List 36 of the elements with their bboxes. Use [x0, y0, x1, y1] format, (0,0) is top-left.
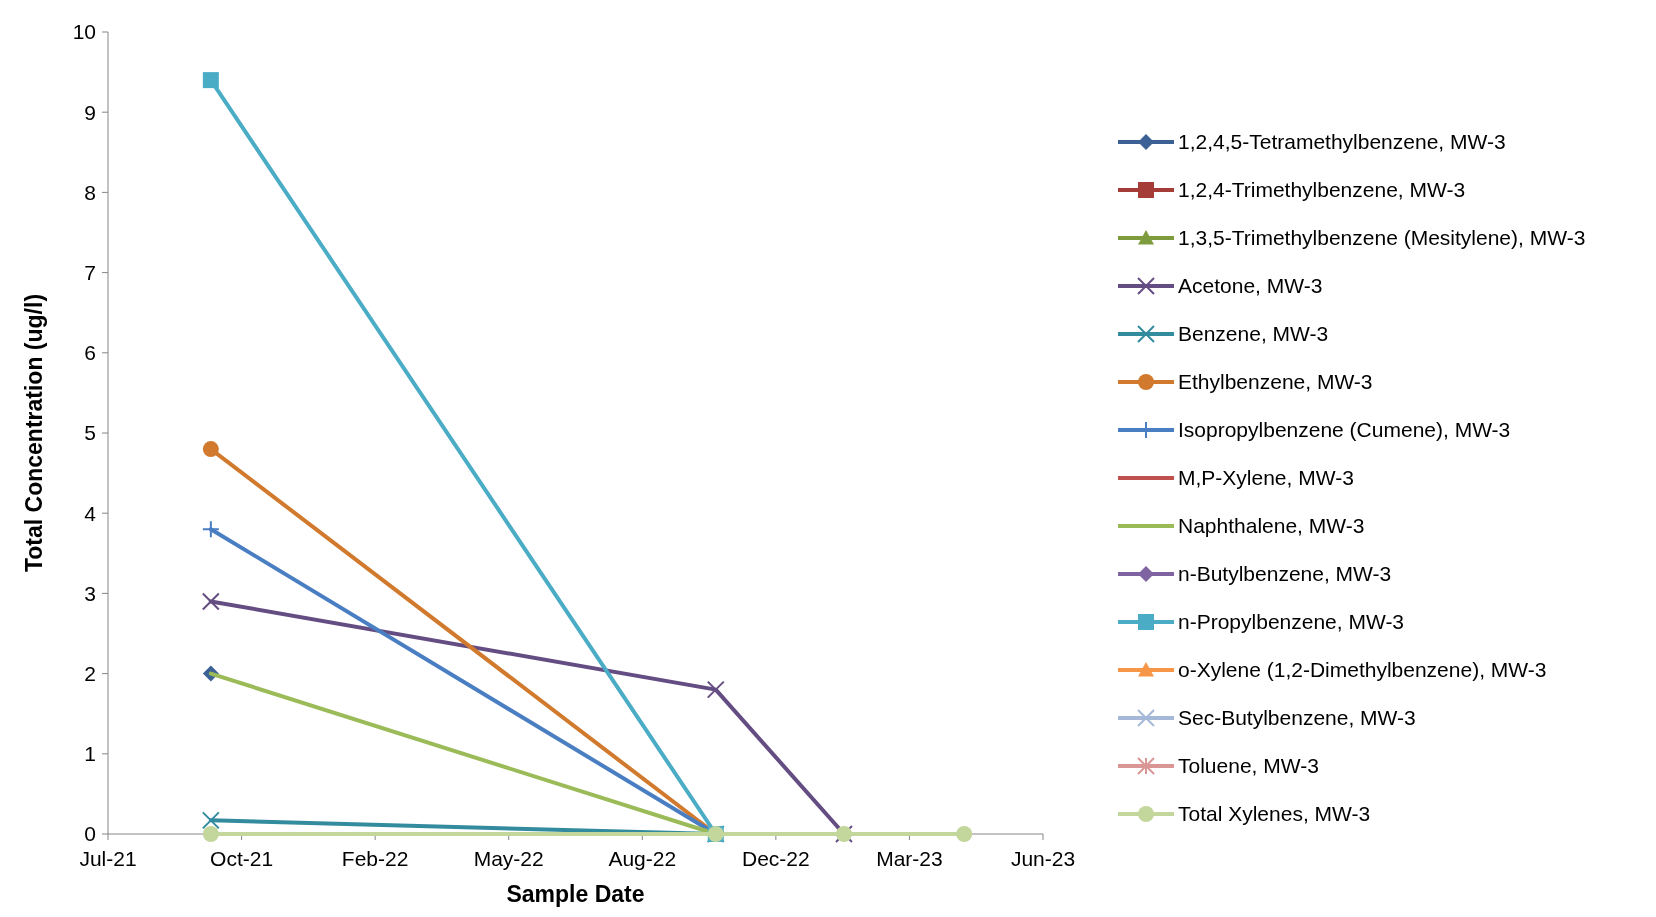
x-tick-label: Dec-22 [742, 847, 810, 870]
legend-label: Isopropylbenzene (Cumene), MW-3 [1178, 418, 1511, 442]
y-tick-label: 2 [84, 661, 96, 685]
y-axis-title: Total Concentration (ug/l) [21, 293, 47, 573]
legend-label: M,P-Xylene, MW-3 [1178, 466, 1354, 490]
y-tick-label: 9 [84, 100, 96, 124]
y-tick-label: 10 [72, 20, 96, 44]
legend-label: Sec-Butylbenzene, MW-3 [1178, 706, 1416, 730]
y-tick-label: 4 [84, 501, 97, 525]
x-tick-label: Jul-21 [79, 847, 137, 870]
x-tick-label: Aug-22 [608, 847, 677, 870]
x-tick-label: Mar-23 [876, 847, 943, 870]
legend-label: 1,2,4-Trimethylbenzene, MW-3 [1178, 178, 1466, 202]
x-tick-label: Feb-22 [341, 847, 409, 870]
y-tick-label: 1 [84, 742, 96, 766]
legend-label: Naphthalene, MW-3 [1178, 514, 1365, 538]
legend-label: o-Xylene (1,2-Dimethylbenzene), MW-3 [1178, 658, 1547, 682]
legend-label: n-Butylbenzene, MW-3 [1178, 562, 1392, 586]
y-tick-label: 5 [84, 421, 96, 445]
legend-label: n-Propylbenzene, MW-3 [1178, 610, 1405, 634]
legend-label: 1,2,4,5-Tetramethylbenzene, MW-3 [1178, 130, 1506, 154]
x-tick-label: Oct-21 [210, 847, 274, 870]
x-axis-title: Sample Date [506, 881, 645, 907]
y-tick-label: 3 [84, 581, 96, 605]
legend-label: Ethylbenzene, MW-3 [1178, 370, 1373, 394]
x-tick-label: Jun-23 [1010, 847, 1076, 870]
y-tick-label: 8 [84, 180, 96, 204]
y-tick-label: 6 [84, 341, 96, 365]
x-tick-label: May-22 [473, 847, 544, 870]
legend-label: Total Xylenes, MW-3 [1178, 802, 1371, 826]
legend-label: Acetone, MW-3 [1178, 274, 1323, 298]
legend-label: Toluene, MW-3 [1178, 754, 1319, 778]
y-tick-label: 7 [84, 260, 96, 284]
y-tick-label: 0 [84, 822, 96, 846]
legend-label: 1,3,5-Trimethylbenzene (Mesitylene), MW-3 [1178, 226, 1586, 250]
legend-label: Benzene, MW-3 [1178, 322, 1329, 346]
